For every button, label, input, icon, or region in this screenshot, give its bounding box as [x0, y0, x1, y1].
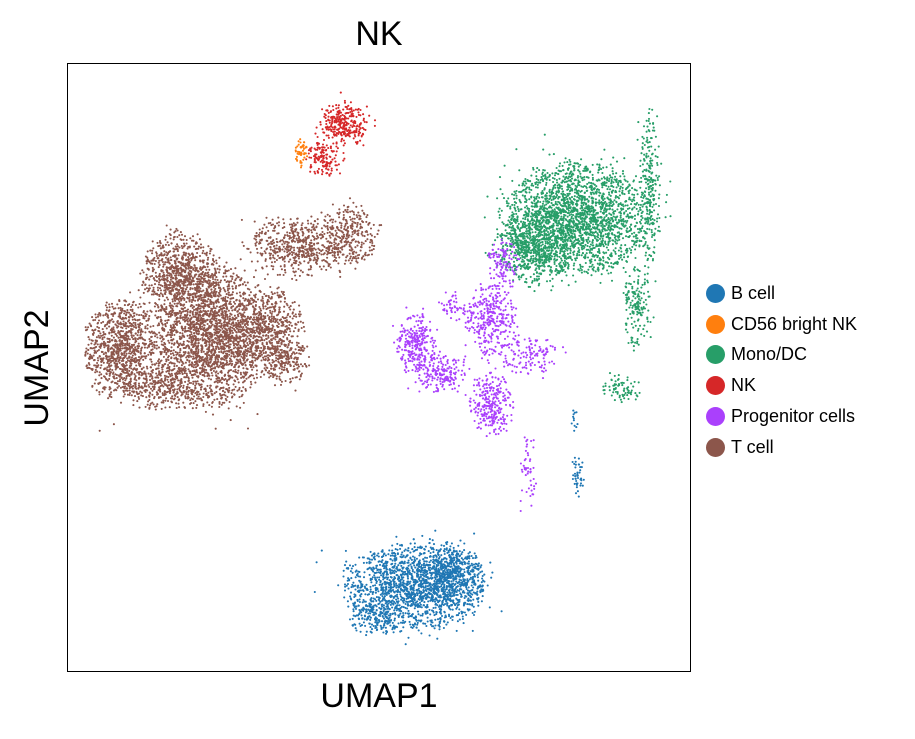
- legend-label: Mono/DC: [731, 344, 808, 365]
- scatter-cluster: [622, 265, 655, 352]
- scatter-cluster: [636, 107, 663, 284]
- scatter-cluster: [84, 281, 164, 432]
- legend-entry: Progenitor cells: [706, 401, 857, 432]
- scatter-cluster: [464, 371, 515, 438]
- series-progenitor-cells: [391, 238, 567, 513]
- legend-entry: CD56 bright NK: [706, 309, 857, 340]
- legend-marker-icon: [706, 376, 725, 396]
- scatter-cluster: [294, 138, 309, 169]
- umap-scatter: [84, 91, 672, 646]
- scatter-cluster: [571, 456, 585, 498]
- scatter-cluster: [519, 436, 538, 513]
- legend-label: CD56 bright NK: [731, 313, 858, 334]
- scatter-cluster: [570, 409, 579, 432]
- scatter-cluster: [391, 306, 439, 393]
- scatter-cluster: [116, 359, 198, 411]
- legend-entry: Mono/DC: [706, 340, 857, 371]
- legend-marker-icon: [706, 407, 725, 427]
- legend-marker-icon: [706, 314, 725, 334]
- legend-marker-icon: [706, 345, 725, 365]
- legend-entry: B cell: [706, 278, 857, 309]
- scatter-cluster: [602, 372, 641, 404]
- legend-marker-icon: [706, 283, 725, 303]
- legend-marker-icon: [706, 437, 725, 457]
- series-cd56-bright-nk: [294, 138, 309, 169]
- scatter-cluster: [463, 283, 519, 370]
- series-b-cell: [313, 409, 585, 646]
- legend-label: T cell: [731, 436, 774, 457]
- series-mono-dc: [483, 107, 672, 404]
- series-nk: [305, 91, 377, 177]
- scatter-cluster: [240, 211, 347, 282]
- scatter-cluster: [483, 334, 567, 380]
- scatter-cluster: [305, 132, 346, 177]
- scatter-cluster: [220, 273, 306, 383]
- series-t-cell: [84, 197, 383, 432]
- legend-label: NK: [731, 375, 757, 396]
- scatter-cluster: [437, 290, 471, 322]
- scatter-cluster: [315, 197, 383, 278]
- scatter-cluster: [348, 589, 407, 635]
- legend-entry: T cell: [706, 432, 857, 463]
- y-axis-label: UMAP2: [18, 309, 56, 427]
- scatter-cluster: [313, 529, 503, 646]
- legend: B cell CD56 bright NK Mono/DC NK Progenitor …: [706, 278, 857, 463]
- scatter-cluster: [125, 224, 230, 338]
- scatter-cluster: [487, 238, 521, 288]
- scatter-cluster: [315, 91, 377, 150]
- legend-label: B cell: [731, 282, 776, 303]
- legend-entry: NK: [706, 370, 857, 401]
- scatter-cluster: [256, 340, 311, 392]
- chart-title: NK: [355, 15, 403, 53]
- plot-area: [67, 63, 691, 672]
- y-axis-label-wrap: UMAP2: [17, 63, 57, 673]
- scatter-cluster: [414, 350, 471, 393]
- x-axis-label: UMAP1: [320, 677, 438, 715]
- legend-label: Progenitor cells: [731, 406, 856, 427]
- scatter-cluster: [412, 541, 493, 612]
- scatter-cluster: [486, 197, 579, 293]
